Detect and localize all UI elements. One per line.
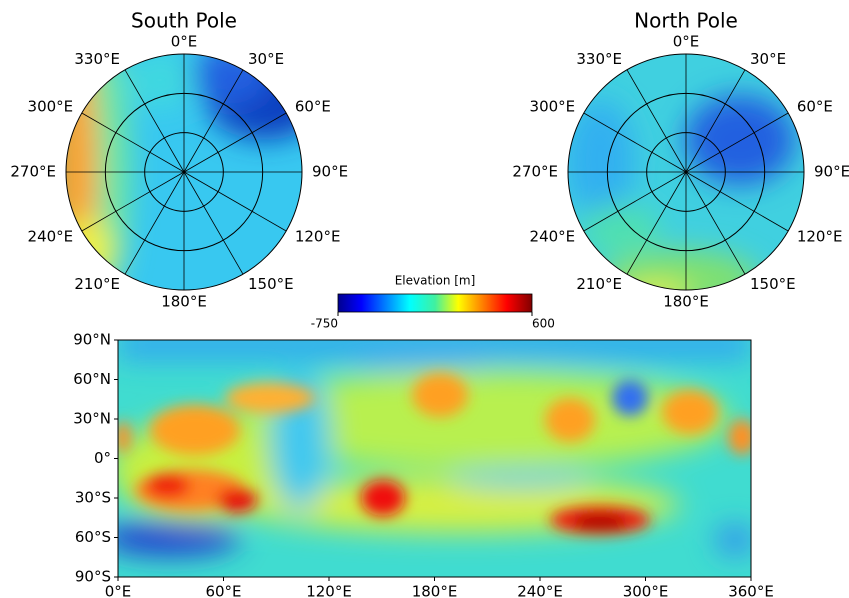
y-tick-label: 60°S <box>75 528 111 546</box>
theta-tick-label: 150°E <box>248 275 294 293</box>
heatmap-patch <box>662 390 718 434</box>
theta-tick-label: 300°E <box>530 98 576 116</box>
theta-tick-label: 270°E <box>10 163 56 181</box>
theta-tick-label: 240°E <box>28 228 74 246</box>
x-tick-label: 360°E <box>728 583 774 598</box>
colorbar-tick-label: -750 <box>311 317 338 331</box>
y-tick-label: 30°S <box>75 489 111 507</box>
x-tick-label: 240°E <box>517 583 563 598</box>
theta-tick-label: 180°E <box>663 293 709 311</box>
map-heatmap <box>100 330 756 577</box>
heatmap-patch <box>146 474 190 498</box>
heatmap-patch <box>612 380 648 416</box>
theta-tick-label: 0°E <box>171 33 198 51</box>
heatmap-patch <box>580 205 660 255</box>
theta-tick-label: 60°E <box>797 98 833 116</box>
theta-tick-label: 60°E <box>295 98 331 116</box>
theta-tick-label: 180°E <box>161 293 207 311</box>
heatmap-patch <box>125 50 195 110</box>
heatmap-patch <box>225 383 315 413</box>
heatmap-patch <box>685 95 795 185</box>
heatmap-patch <box>100 520 240 556</box>
theta-tick-label: 90°E <box>312 163 348 181</box>
theta-tick-label: 240°E <box>530 228 576 246</box>
colorbar-tick-label: 600 <box>532 317 555 331</box>
x-tick-label: 180°E <box>412 583 458 598</box>
y-tick-label: 60°N <box>73 370 111 388</box>
theta-tick-label: 270°E <box>512 163 558 181</box>
theta-tick-label: 30°E <box>750 50 786 68</box>
heatmap-patch <box>361 480 405 516</box>
heatmap-patch <box>715 525 755 555</box>
heatmap-patch <box>150 405 240 455</box>
theta-tick-label: 330°E <box>576 50 622 68</box>
theta-tick-label: 300°E <box>28 98 74 116</box>
x-tick-label: 120°E <box>306 583 352 598</box>
chart-title: North Pole <box>634 9 738 33</box>
theta-tick-label: 210°E <box>74 275 120 293</box>
heatmap-patch <box>450 469 590 487</box>
colorbar-label: Elevation [m] <box>395 274 476 288</box>
x-tick-label: 300°E <box>623 583 669 598</box>
heatmap-patch <box>350 350 490 370</box>
theta-tick-label: 150°E <box>750 275 796 293</box>
heatmap-patch <box>217 488 257 512</box>
heatmap-patch <box>728 419 756 455</box>
y-tick-label: 90°S <box>75 568 111 586</box>
theta-tick-label: 30°E <box>248 50 284 68</box>
theta-tick-label: 120°E <box>797 228 843 246</box>
y-tick-label: 30°N <box>73 410 111 428</box>
x-tick-label: 60°E <box>205 583 241 598</box>
heatmap-patch <box>412 373 468 417</box>
page: South Pole0°E30°E60°E90°E120°E150°E180°E… <box>0 0 849 598</box>
theta-tick-label: 330°E <box>74 50 120 68</box>
theta-tick-label: 90°E <box>814 163 849 181</box>
heatmap-patch <box>115 421 131 453</box>
heatmap-patch <box>545 398 595 442</box>
colorbar <box>338 294 532 312</box>
theta-tick-label: 0°E <box>673 33 700 51</box>
theta-tick-label: 120°E <box>295 228 341 246</box>
chart-title: South Pole <box>131 9 237 33</box>
theta-tick-label: 210°E <box>576 275 622 293</box>
heatmap-patch <box>565 100 635 220</box>
figure: South Pole0°E30°E60°E90°E120°E150°E180°E… <box>0 0 849 598</box>
heatmap-patch <box>572 515 628 529</box>
y-tick-label: 90°N <box>73 331 111 349</box>
y-tick-label: 0° <box>94 449 111 467</box>
north-heatmap <box>560 50 810 310</box>
